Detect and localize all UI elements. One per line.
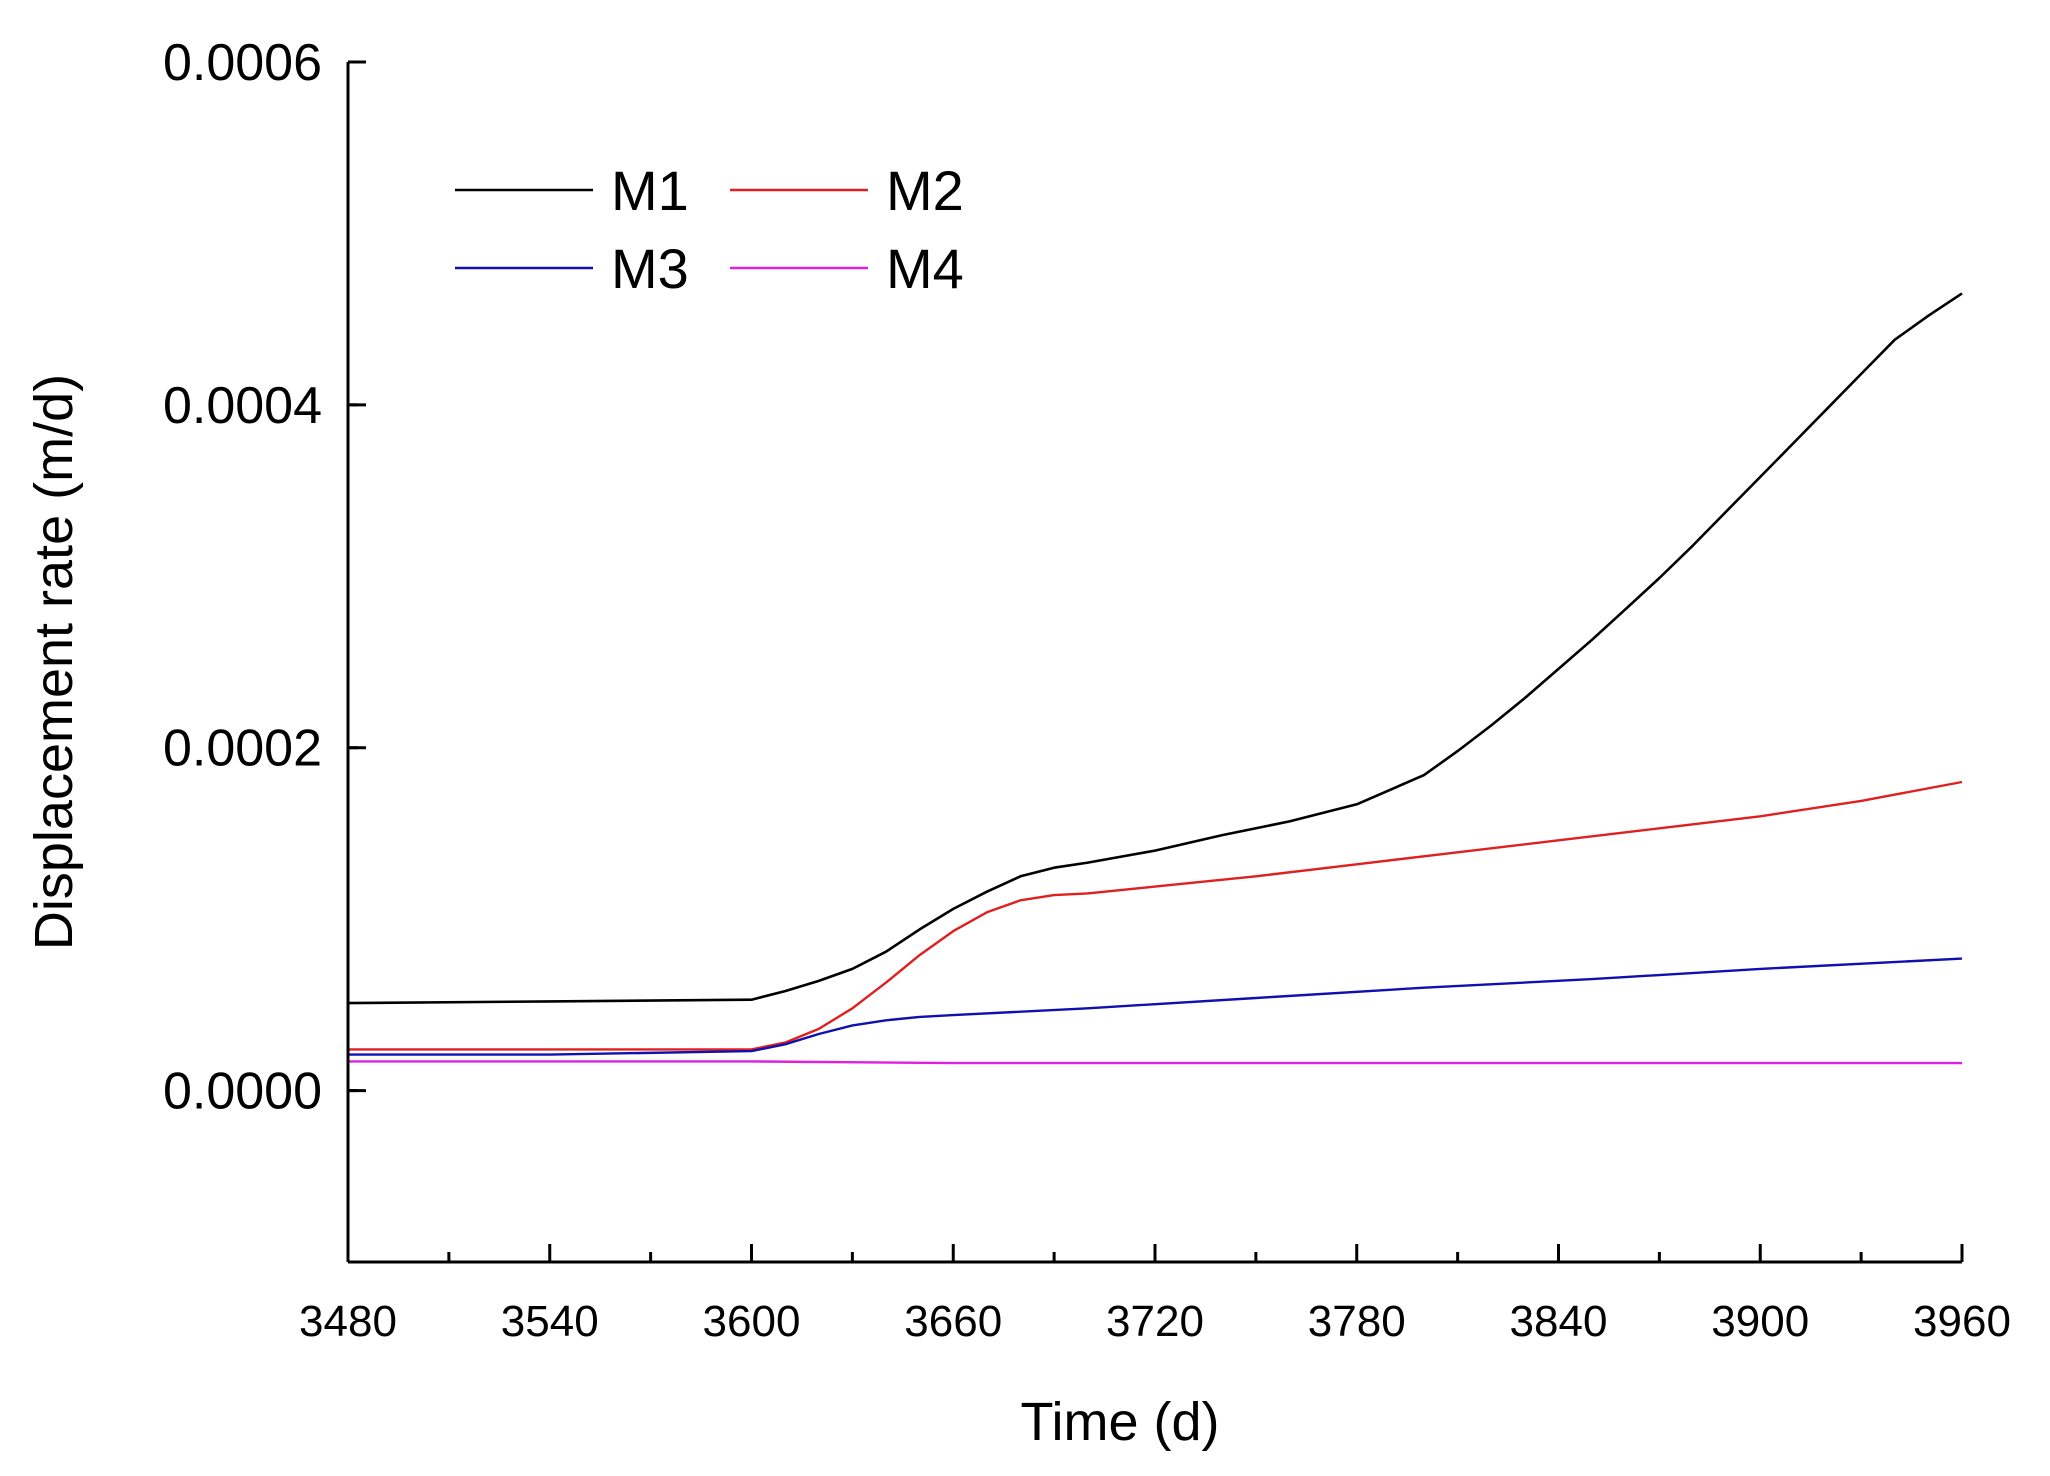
x-tick-label: 3480 [299, 1297, 397, 1346]
legend: M1 M2 M3 M4 [455, 159, 964, 300]
y-tick-label: 0.0004 [163, 377, 322, 435]
series-line-m1 [347, 292, 1963, 1005]
ticks-layer [346, 60, 1964, 1262]
x-axis-title: Time (d) [1021, 1392, 1220, 1452]
legend-label-m2: M2 [886, 159, 964, 222]
legend-label-m3: M3 [611, 237, 689, 300]
x-tick-label: 3780 [1308, 1297, 1406, 1346]
x-tick-label: 3720 [1106, 1297, 1204, 1346]
x-tick-label: 3660 [904, 1297, 1002, 1346]
series-line-m3 [348, 957, 1963, 1056]
series-line-m4 [348, 1060, 1962, 1065]
y-tick-label: 0.0006 [163, 34, 322, 92]
y-tick-label: 0.0000 [163, 1063, 322, 1121]
series-layer [347, 292, 1963, 1065]
series-line-m2 [348, 780, 1963, 1051]
x-tick-label: 3600 [703, 1297, 801, 1346]
y-tick-label: 0.0002 [163, 720, 322, 778]
x-tick-label: 3540 [501, 1297, 599, 1346]
x-tick-label: 3960 [1913, 1297, 2011, 1346]
tick-labels-layer: 3480 3540 3600 3660 3720 3780 3840 3900 3960 0.00… [163, 34, 2011, 1346]
legend-label-m4: M4 [886, 237, 964, 300]
y-axis-title: Displacement rate (m/d) [24, 374, 84, 950]
x-tick-label: 3900 [1711, 1297, 1809, 1346]
legend-label-m1: M1 [611, 159, 689, 222]
x-tick-label: 3840 [1510, 1297, 1608, 1346]
